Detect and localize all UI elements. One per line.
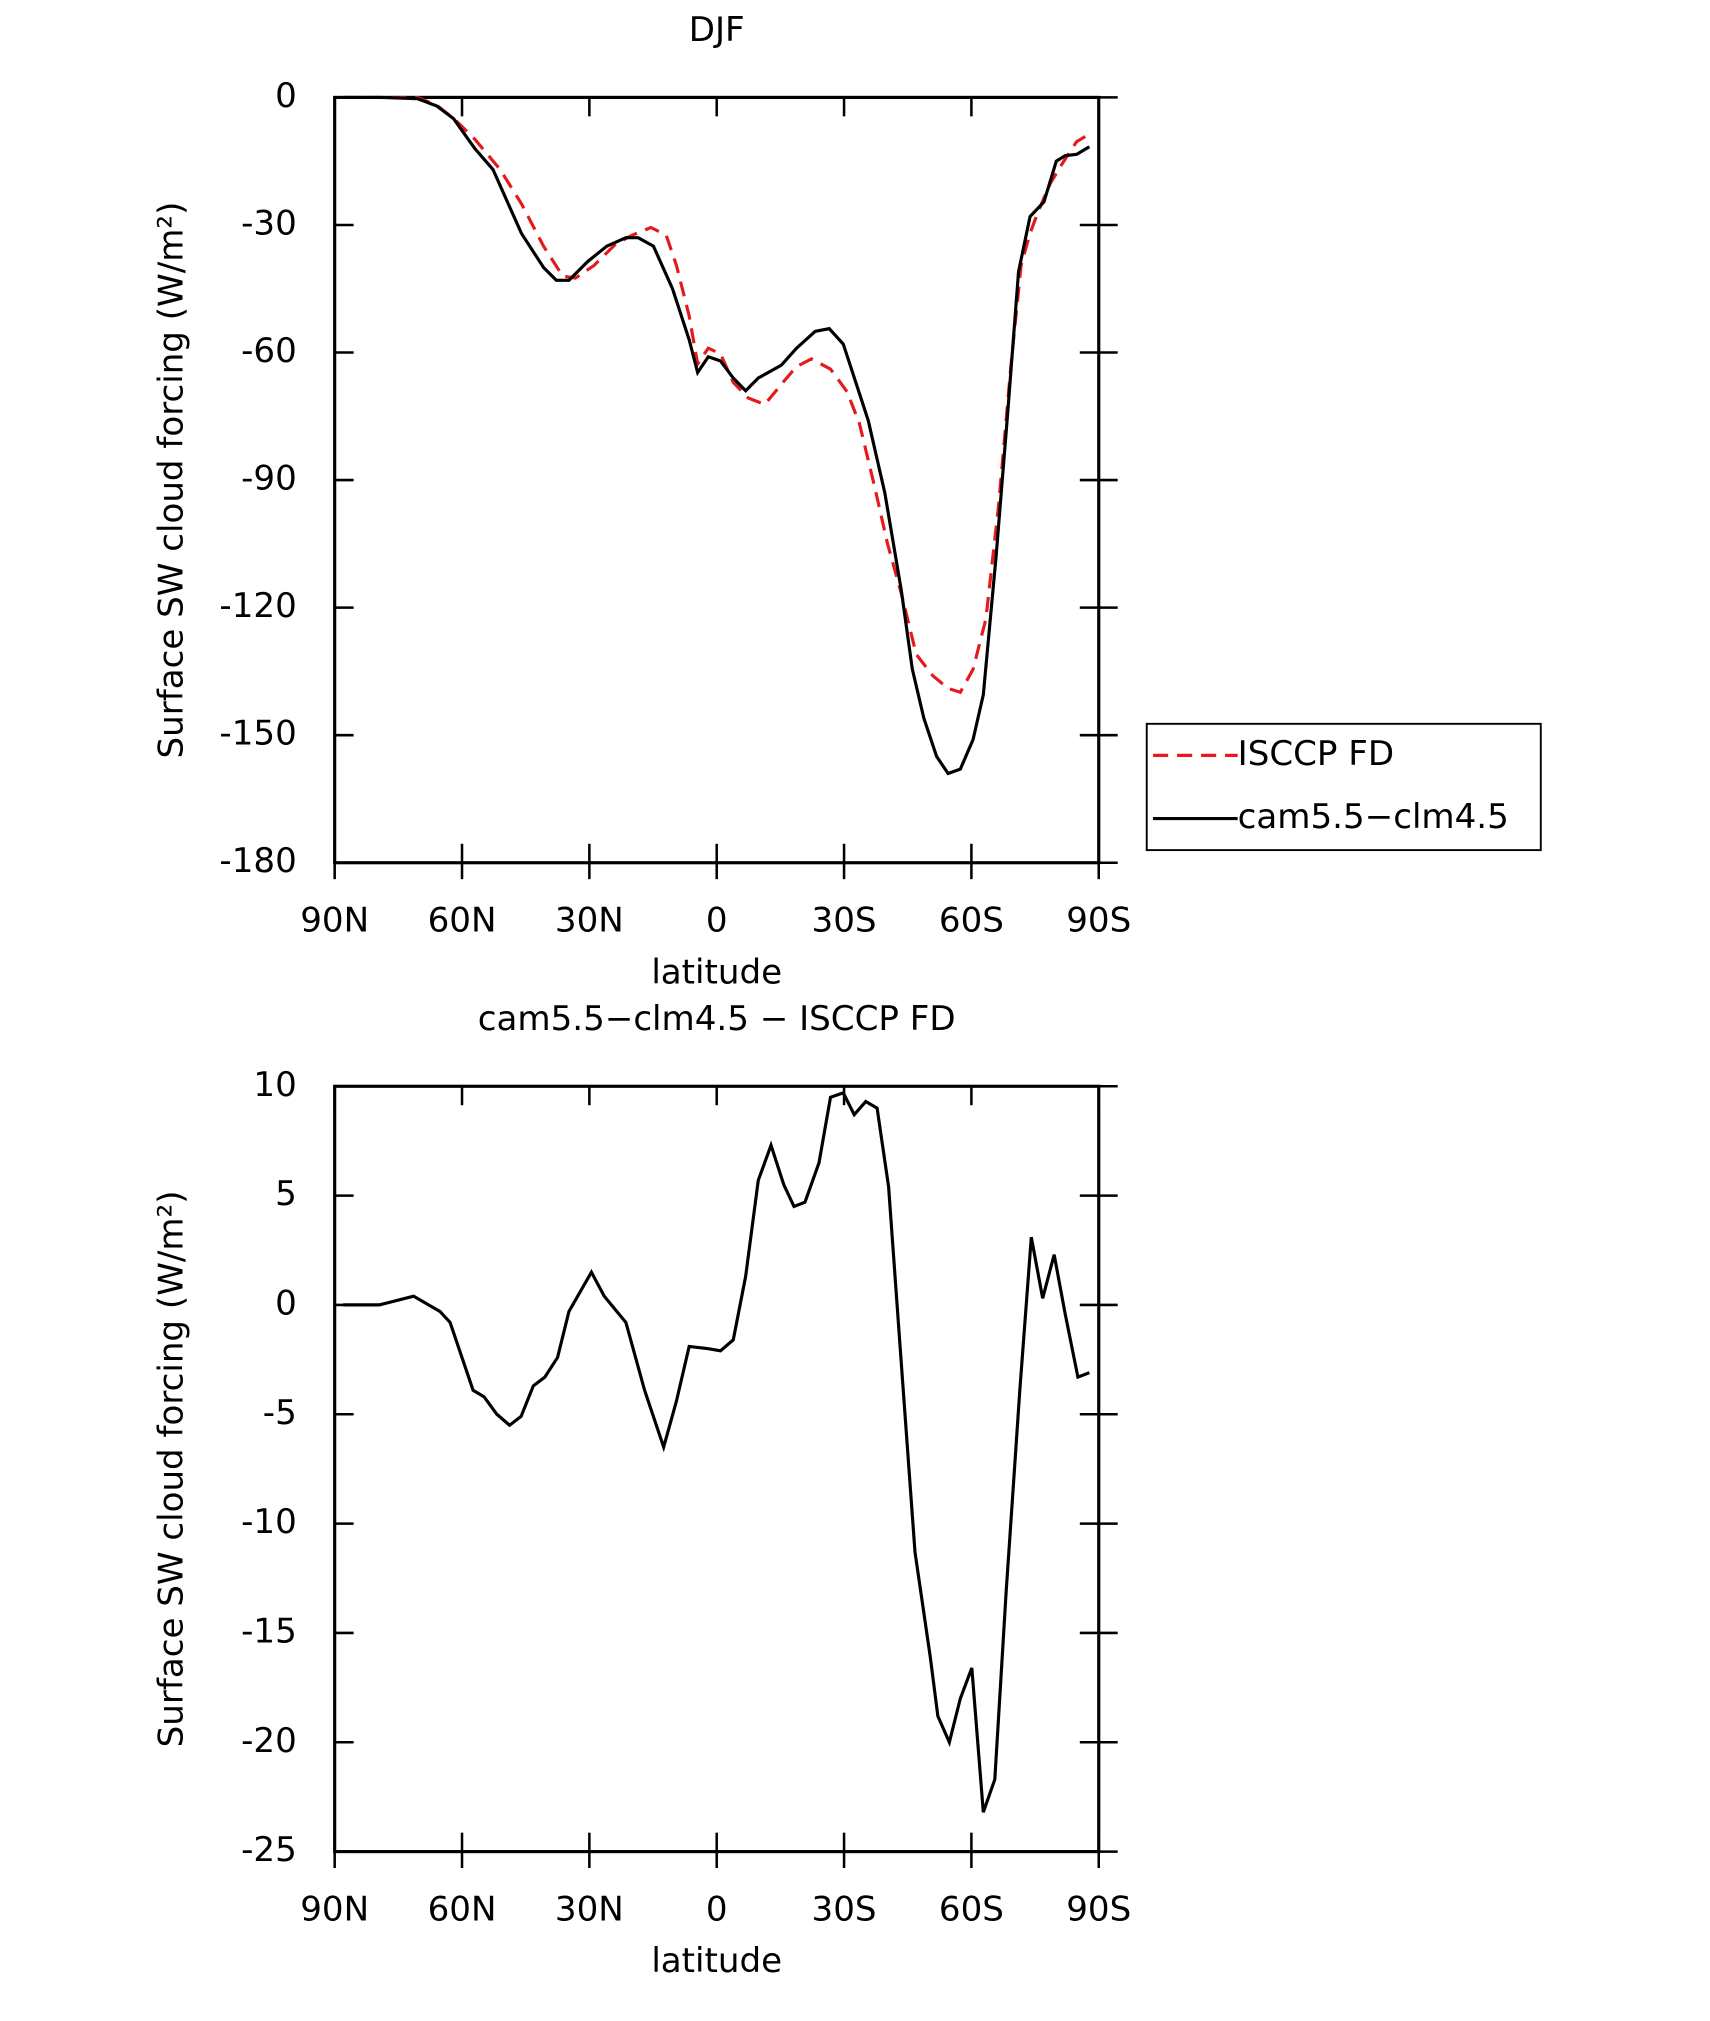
y-tick-label: 5 <box>275 1174 297 1214</box>
x-tick-label: 30S <box>812 901 877 941</box>
x-tick-label: 60N <box>428 1889 497 1929</box>
plot-frame <box>333 1084 1101 1854</box>
y-tick-label: -150 <box>219 714 296 754</box>
x-tick-label: 0 <box>706 901 728 941</box>
chart-title: cam5.5−clm4.5 − ISCCP FD <box>478 999 956 1039</box>
y-axis-label: Surface SW cloud forcing (W/m²) <box>152 202 192 759</box>
y-tick-label: 10 <box>253 1065 296 1105</box>
y-tick-label: -15 <box>241 1611 297 1651</box>
y-tick-label: -180 <box>219 841 296 881</box>
x-tick-label: 0 <box>706 1889 728 1929</box>
y-tick-label: -60 <box>241 331 297 371</box>
legend-label: ISCCP FD <box>1238 734 1395 774</box>
x-tick-label: 90S <box>1066 1889 1131 1929</box>
y-tick-label: -120 <box>219 586 296 626</box>
x-axis-label: latitude <box>651 1941 782 1981</box>
legend-box <box>1145 722 1542 852</box>
y-tick-label: 0 <box>275 1283 297 1323</box>
x-tick-label: 30N <box>555 901 624 941</box>
plot-frame <box>333 95 1101 865</box>
x-tick-label: 30N <box>555 1889 624 1929</box>
x-tick-label: 60S <box>939 901 1004 941</box>
y-axis-label: Surface SW cloud forcing (W/m²) <box>152 1190 192 1747</box>
series-line <box>343 95 1091 776</box>
series-line <box>343 95 1091 695</box>
x-axis-label: latitude <box>651 952 782 992</box>
x-tick-label: 90N <box>300 1889 369 1929</box>
x-tick-label: 60S <box>939 1889 1004 1929</box>
x-tick-label: 90S <box>1066 901 1131 941</box>
series-line <box>343 1090 1090 1813</box>
x-tick-label: 60N <box>428 901 497 941</box>
x-tick-label: 90N <box>300 901 369 941</box>
chart-title: DJF <box>689 10 745 50</box>
y-tick-label: -10 <box>241 1502 297 1542</box>
legend-label: cam5.5−clm4.5 <box>1238 797 1509 837</box>
x-tick-label: 30S <box>812 1889 877 1929</box>
y-tick-label: -25 <box>241 1830 297 1870</box>
y-tick-label: 0 <box>275 76 297 116</box>
y-tick-label: -5 <box>263 1393 297 1433</box>
y-tick-label: -30 <box>241 203 297 243</box>
y-tick-label: -90 <box>241 459 297 499</box>
y-tick-label: -20 <box>241 1721 297 1761</box>
